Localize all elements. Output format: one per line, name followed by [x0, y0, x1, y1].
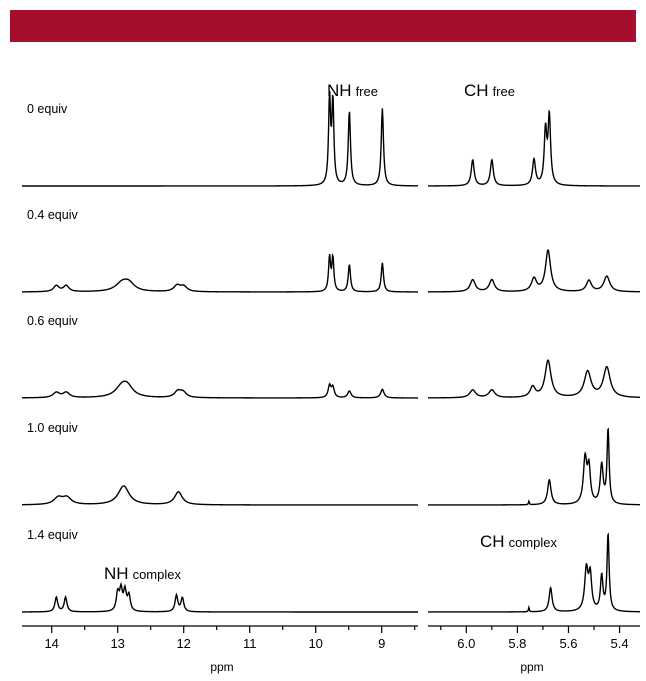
peak-group-annotation: NH complex — [104, 564, 181, 583]
spectrum-trace-left — [22, 581, 418, 613]
series-label: 0 equiv — [27, 102, 68, 116]
peak-group-annotation: CH complex — [480, 532, 557, 551]
series-label: 0.4 equiv — [27, 208, 78, 222]
header-banner — [10, 10, 636, 42]
spectrum-trace-right — [428, 532, 640, 613]
series-label: 0.6 equiv — [27, 314, 78, 328]
spectrum-trace-left — [22, 485, 418, 506]
series-label: 1.0 equiv — [27, 421, 78, 435]
x-tick-label: 10 — [308, 636, 322, 651]
spectrum-trace-right — [428, 359, 641, 399]
peak-group-annotation: CH free — [464, 81, 515, 100]
x-tick-label: 6.0 — [457, 636, 475, 651]
spectrum-trace-right — [428, 109, 640, 187]
axis-layer: 14 13 12 11 10 9 6.0 5.8 5.6 5.4 — [22, 625, 640, 651]
spectrum-trace-right — [428, 249, 641, 293]
spectrum-trace-left — [22, 252, 418, 293]
x-tick-label: 12 — [176, 636, 190, 651]
label-layer: 0 equiv 0.4 equiv 0.6 equiv 1.0 equiv 1.4 eq… — [27, 81, 557, 583]
x-tick-label: 13 — [110, 636, 124, 651]
x-axis-label-left: ppm — [210, 660, 233, 674]
x-tick-label: 11 — [243, 636, 257, 651]
x-tick-label: 9 — [378, 636, 385, 651]
x-tick-label: 5.6 — [559, 636, 577, 651]
spectra-layer — [22, 91, 641, 613]
x-tick-label: 5.4 — [611, 636, 629, 651]
peak-group-annotation: NH free — [327, 81, 378, 100]
series-label: 1.4 equiv — [27, 528, 78, 542]
x-axis-label-right: ppm — [520, 660, 543, 674]
x-tick-label: 5.8 — [508, 636, 526, 651]
spectrum-trace-left — [22, 380, 418, 399]
spectrum-trace-left — [22, 91, 418, 187]
x-tick-label: 14 — [44, 636, 58, 651]
spectrum-trace-right — [428, 427, 640, 506]
